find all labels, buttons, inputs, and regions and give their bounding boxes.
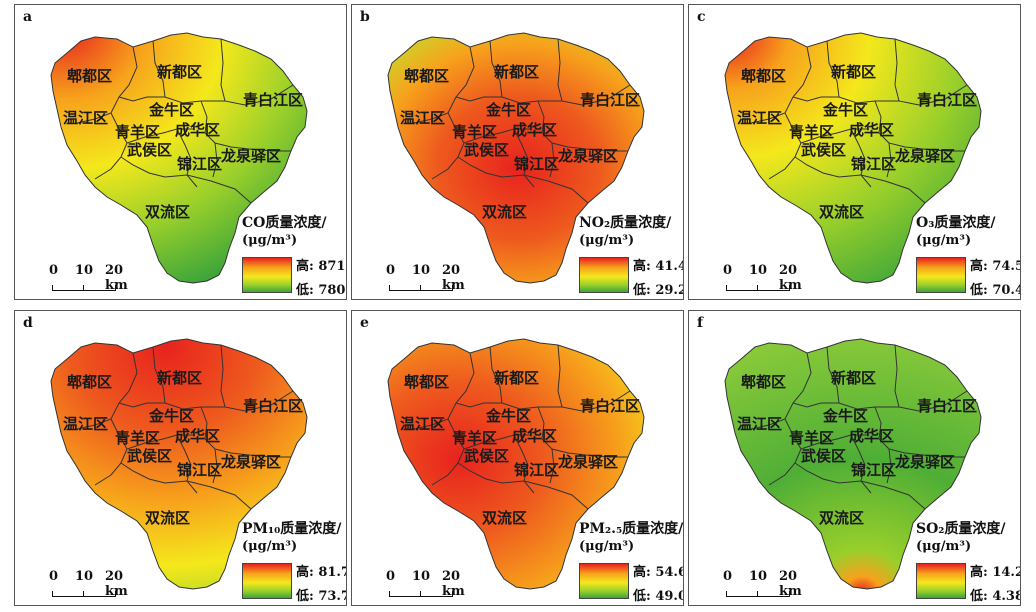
legend-unit: (μg/m³)	[579, 539, 635, 554]
scale-bar: 0 10 20 km	[719, 263, 809, 293]
map-panel-d: d 郫都区 新都区 青白江区 温江区 金牛区 青羊区 成华区 武侯区 锦江区 龙…	[14, 310, 347, 606]
scale-bar-tick	[83, 285, 84, 291]
legend-low-label: 低: 73.72	[296, 589, 346, 604]
legend-unit: (μg/m³)	[242, 539, 298, 554]
legend-title: PM₂.₅质量浓度/	[579, 521, 684, 537]
scale-ten: 10	[749, 263, 768, 278]
panel-letter: d	[23, 315, 33, 331]
scale-ten: 10	[412, 263, 431, 278]
legend-title: NO₂质量浓度/	[579, 215, 672, 231]
choropleth-map	[724, 338, 982, 590]
scale-zero: 0	[49, 569, 59, 584]
legend-color-ramp	[579, 563, 629, 599]
map-panel-c: c 郫都区 新都区 青白江区 温江区 金牛区 青羊区 成华区 武侯区 锦江区 龙…	[688, 4, 1021, 300]
legend-high-label: 高: 41.45	[633, 259, 683, 274]
legend-high-label: 高: 54.62	[633, 565, 683, 580]
scale-bar-tick	[83, 591, 84, 597]
scale-twenty: 20 km	[442, 263, 465, 293]
map-panel-e: e 郫都区 新都区 青白江区 温江区 金牛区 青羊区 成华区 武侯区 锦江区 龙…	[351, 310, 684, 606]
scale-bar-tick	[757, 285, 758, 291]
legend-low-label: 低: 4.38	[970, 589, 1021, 604]
legend-low-label: 低: 780.88	[296, 283, 346, 298]
scale-zero: 0	[723, 263, 733, 278]
panel-letter: f	[697, 315, 704, 331]
legend-unit: (μg/m³)	[579, 233, 635, 248]
panel-letter: e	[360, 315, 369, 331]
scale-bar-line	[726, 285, 790, 291]
choropleth-map	[387, 32, 645, 284]
legend-low-label: 低: 29.25	[633, 283, 683, 298]
legend-color-ramp	[916, 257, 966, 293]
scale-bar-tick	[420, 591, 421, 597]
scale-zero: 0	[49, 263, 59, 278]
panel-letter: a	[23, 9, 33, 25]
choropleth-map	[50, 32, 308, 284]
scale-bar: 0 10 20 km	[382, 569, 472, 599]
map-panel-f: f 郫都区 新都区 青白江区 温江区 金牛区 青羊区 成华区 武侯区 锦江区 龙…	[688, 310, 1021, 606]
choropleth-map	[724, 32, 982, 284]
map-panel-b: b 郫都区 新都区 青白江区 温江区 金牛区 青羊区 成华区 武侯区 锦江区 龙…	[351, 4, 684, 300]
scale-twenty: 20 km	[779, 263, 802, 293]
scale-bar-line	[389, 285, 453, 291]
legend-low-label: 低: 70.47	[970, 283, 1020, 298]
legend-unit: (μg/m³)	[242, 233, 298, 248]
scale-bar: 0 10 20 km	[45, 263, 135, 293]
legend-high-label: 高: 14.25	[970, 565, 1020, 580]
panel-letter: c	[697, 9, 706, 25]
scale-bar-line	[52, 591, 116, 597]
scale-ten: 10	[75, 569, 94, 584]
legend-title: SO₂质量浓度/	[916, 521, 1006, 537]
scale-twenty: 20 km	[442, 569, 465, 599]
legend-color-ramp	[579, 257, 629, 293]
scale-bar-tick	[757, 591, 758, 597]
scale-ten: 10	[749, 569, 768, 584]
legend-high-label: 高: 871.58	[296, 259, 346, 274]
legend-color-ramp	[242, 563, 292, 599]
scale-bar-line	[726, 591, 790, 597]
panel-letter: b	[360, 9, 370, 25]
legend-title: O₃质量浓度/	[916, 215, 996, 231]
scale-bar-line	[52, 285, 116, 291]
scale-bar: 0 10 20 km	[45, 569, 135, 599]
scale-bar-tick	[420, 285, 421, 291]
choropleth-map	[387, 338, 645, 590]
scale-twenty: 20 km	[105, 569, 128, 599]
legend-title: CO质量浓度/	[242, 215, 327, 231]
legend-high-label: 高: 74.51	[970, 259, 1020, 274]
scale-bar-line	[389, 591, 453, 597]
legend-low-label: 低: 49.01	[633, 589, 683, 604]
scale-ten: 10	[75, 263, 94, 278]
legend-color-ramp	[916, 563, 966, 599]
choropleth-map	[50, 338, 308, 590]
scale-zero: 0	[723, 569, 733, 584]
scale-ten: 10	[412, 569, 431, 584]
scale-twenty: 20 km	[105, 263, 128, 293]
legend-unit: (μg/m³)	[916, 539, 972, 554]
legend-high-label: 高: 81.74	[296, 565, 346, 580]
scale-zero: 0	[386, 263, 396, 278]
legend-unit: (μg/m³)	[916, 233, 972, 248]
scale-bar: 0 10 20 km	[719, 569, 809, 599]
legend-title: PM₁₀质量浓度/	[242, 521, 342, 537]
scale-bar: 0 10 20 km	[382, 263, 472, 293]
scale-zero: 0	[386, 569, 396, 584]
map-panel-a: a 郫都区 新都区 青白江区 温江区 金牛区 青羊区 成华区 武侯区 锦江区 龙…	[14, 4, 347, 300]
scale-twenty: 20 km	[779, 569, 802, 599]
legend-color-ramp	[242, 257, 292, 293]
